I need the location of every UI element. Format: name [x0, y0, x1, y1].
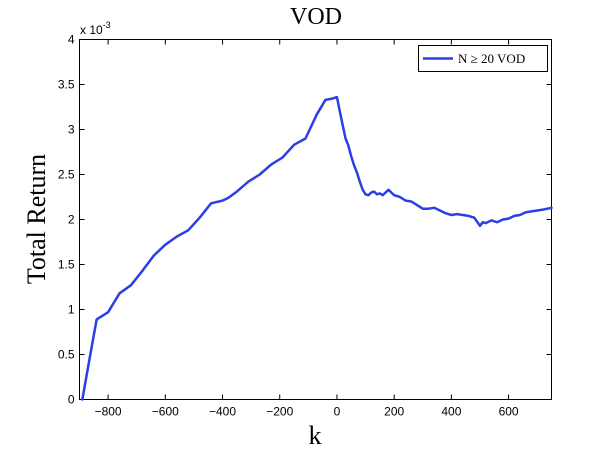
y-tick-label: 3: [68, 123, 75, 137]
x-axis-ticks: −800 −600 −400 −200 0 200 400 600: [95, 39, 519, 419]
y-tick-label: 2.5: [58, 168, 75, 182]
y-axis-exponent: x 10-3: [80, 20, 111, 37]
y-tick-label: 1: [68, 303, 75, 317]
x-tick-label: 400: [441, 405, 461, 419]
plot-area-frame: [79, 39, 552, 400]
series-line-0: [81, 95, 553, 401]
x-tick-label: −800: [95, 405, 122, 419]
legend: N ≥ 20 VOD: [418, 45, 548, 72]
y-axis-label: Total Return: [22, 154, 51, 284]
x-tick-label: −200: [266, 405, 293, 419]
legend-label-n-20-vod: N ≥ 20 VOD: [458, 51, 525, 66]
y-tick-label: 2: [68, 213, 75, 227]
x-tick-label: −400: [209, 405, 236, 419]
y-axis-ticks: 0 0.5 1 1.5 2 2.5 3 3.5 4: [58, 33, 552, 407]
x-axis-label: k: [309, 421, 322, 450]
y-tick-label: 3.5: [58, 78, 75, 92]
y-tick-label: 0: [68, 393, 75, 407]
chart-title: VOD: [290, 4, 342, 30]
x-tick-label: 200: [384, 405, 404, 419]
y-axis-exponent-prefix: x 10: [80, 23, 103, 37]
y-tick-label: 1.5: [58, 258, 75, 272]
x-tick-label: 0: [334, 405, 341, 419]
y-axis-exponent-power: -3: [103, 20, 111, 30]
x-tick-label: −600: [152, 405, 179, 419]
series-layer: [81, 95, 553, 401]
x-tick-label: 600: [499, 405, 519, 419]
y-tick-label: 4: [68, 33, 75, 47]
y-tick-label: 0.5: [58, 348, 75, 362]
